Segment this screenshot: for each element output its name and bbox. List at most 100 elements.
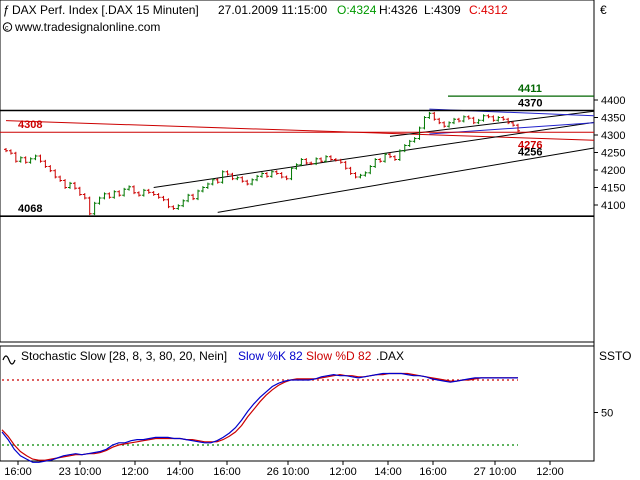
price-bar xyxy=(358,173,363,179)
price-bar xyxy=(161,195,166,202)
time-tick-label: 12:00 xyxy=(121,466,149,478)
header-datetime: 27.01.2009 11:15:00 xyxy=(218,3,328,17)
price-bar xyxy=(215,178,220,184)
price-bar xyxy=(127,185,132,191)
price-bar xyxy=(274,170,279,175)
stochastic-pane xyxy=(0,345,595,462)
price-bar xyxy=(97,196,102,205)
price-bar xyxy=(486,114,491,119)
copyright-icon-letter: c xyxy=(5,25,9,32)
header: ƒ DAX Perf. Index [.DAX 15 Minuten] 27.0… xyxy=(2,3,607,34)
price-bar xyxy=(447,121,452,128)
price-bar xyxy=(481,114,486,122)
price-bar xyxy=(18,156,23,163)
price-bar xyxy=(343,160,348,170)
stochastic-symbol: .DAX xyxy=(376,349,404,363)
price-bar xyxy=(122,187,127,197)
level-label: 4308 xyxy=(18,119,42,131)
price-bar xyxy=(397,149,402,161)
price-bar xyxy=(373,158,378,168)
currency-label: € xyxy=(600,3,607,17)
instrument-title: DAX Perf. Index [.DAX 15 Minuten] xyxy=(12,3,199,17)
price-bar xyxy=(501,116,506,121)
price-bar xyxy=(196,189,200,201)
header-close: C:4312 xyxy=(469,3,508,17)
header-high: H:4326 xyxy=(379,3,418,17)
price-bar xyxy=(33,154,38,161)
price-bar xyxy=(338,158,343,164)
price-bar xyxy=(324,155,328,163)
price-bar xyxy=(289,166,294,181)
price-bar xyxy=(245,179,250,186)
price-bar xyxy=(506,117,511,125)
price-bar xyxy=(255,174,260,182)
price-bar xyxy=(269,170,274,178)
price-bar xyxy=(156,193,161,199)
price-bar xyxy=(205,182,210,189)
price-bar xyxy=(456,117,461,123)
header-icon: ƒ xyxy=(3,3,10,17)
price-bar xyxy=(77,186,82,196)
header-low: L:4309 xyxy=(424,3,461,17)
price-bar xyxy=(72,181,77,190)
time-tick-label: 12:00 xyxy=(536,466,564,478)
price-bar xyxy=(230,172,235,181)
price-tick-label: 4250 xyxy=(601,148,625,160)
price-bar xyxy=(368,165,373,175)
price-bar xyxy=(466,115,471,120)
price-tick-label: 4300 xyxy=(601,130,625,142)
price-bar xyxy=(294,163,299,170)
price-bars xyxy=(4,111,520,216)
price-bar xyxy=(461,115,466,123)
price-bar xyxy=(496,116,501,122)
price-bar xyxy=(82,193,87,200)
price-bar xyxy=(392,155,397,161)
price-bar xyxy=(260,172,264,178)
stochastic-title: Stochastic Slow [28, 8, 3, 80, 20, Nein] xyxy=(21,349,227,363)
price-bar xyxy=(53,169,58,179)
price-bar xyxy=(191,193,196,201)
price-tick-label: 4150 xyxy=(601,183,625,195)
stochastic-axis: 50 xyxy=(594,408,613,420)
price-bar xyxy=(309,161,314,166)
price-bar xyxy=(516,123,520,133)
price-bar xyxy=(13,151,18,163)
slow-d-label: Slow %D 82 xyxy=(306,349,372,363)
price-bar xyxy=(151,191,156,196)
price-bar xyxy=(87,196,92,216)
price-tick-label: 4200 xyxy=(601,165,625,177)
price-bar xyxy=(181,199,186,208)
time-tick-label: 14:00 xyxy=(374,466,402,478)
price-bar xyxy=(402,144,407,153)
price-tick-label: 4100 xyxy=(601,200,625,212)
price-bar xyxy=(132,185,136,195)
price-bar xyxy=(452,117,456,125)
price-bar xyxy=(353,172,358,179)
price-bar xyxy=(422,116,427,130)
price-bar xyxy=(264,172,269,178)
price-bar xyxy=(442,121,447,128)
trend-line xyxy=(217,147,595,213)
price-bar xyxy=(176,204,181,210)
price-bar xyxy=(471,116,476,125)
price-bar xyxy=(48,165,53,173)
price-bar xyxy=(92,201,97,216)
price-bar xyxy=(437,117,442,125)
price-bar xyxy=(28,157,33,164)
price-bar xyxy=(388,152,392,159)
copyright-icon xyxy=(2,22,13,32)
price-bar xyxy=(417,126,422,140)
price-bar xyxy=(284,175,289,181)
level-label: 4370 xyxy=(518,98,542,110)
price-bar xyxy=(136,191,141,197)
price-bar xyxy=(58,175,63,182)
price-bar xyxy=(427,111,432,119)
price-bar xyxy=(171,205,176,210)
price-bar xyxy=(348,166,353,175)
price-tick-label: 4400 xyxy=(601,95,625,107)
price-bar xyxy=(210,178,215,186)
time-tick-label: 27 10:00 xyxy=(474,466,517,478)
level-label: 4411 xyxy=(518,83,542,95)
level-label: 4256 xyxy=(518,146,542,158)
